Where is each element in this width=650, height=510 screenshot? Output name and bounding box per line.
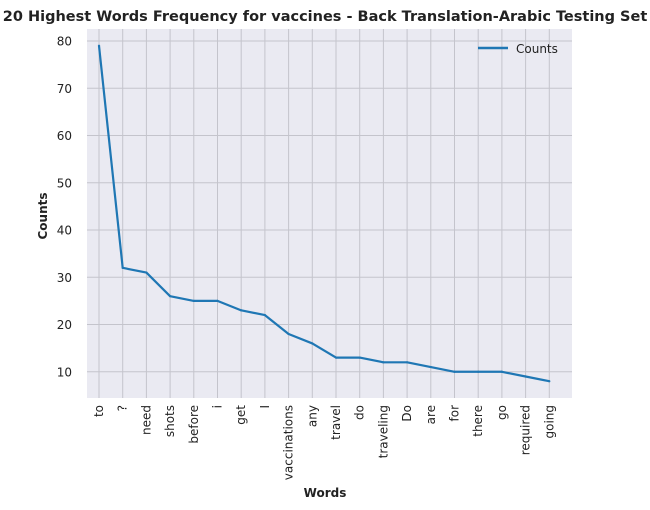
plot-area xyxy=(87,29,572,398)
x-tick-label: i xyxy=(211,405,225,408)
x-tick-label: before xyxy=(187,405,201,444)
y-tick-label: 40 xyxy=(57,224,72,238)
data-point xyxy=(287,332,290,336)
y-tick-label: 20 xyxy=(57,318,72,332)
data-points xyxy=(97,44,551,383)
x-tick-label: are xyxy=(424,405,438,424)
data-point xyxy=(145,271,148,274)
x-tick-label: do xyxy=(353,405,367,420)
y-axis-ticks: 10 20 30 40 50 60 70 80 xyxy=(57,35,72,380)
data-point xyxy=(311,342,314,345)
x-tick-label: for xyxy=(448,405,462,422)
data-point xyxy=(192,299,195,303)
y-tick-label: 80 xyxy=(57,35,72,49)
x-tick-label: need xyxy=(139,405,153,435)
data-point xyxy=(97,44,101,47)
legend: Counts xyxy=(478,42,558,56)
x-tick-label: shots xyxy=(163,405,177,437)
data-point xyxy=(477,370,480,373)
legend-label: Counts xyxy=(516,42,558,56)
x-tick-label: I xyxy=(258,405,272,409)
x-tick-label: ? xyxy=(116,405,130,411)
x-tick-label: going xyxy=(542,405,556,439)
x-axis-label: Words xyxy=(304,486,347,500)
series-line-counts xyxy=(97,45,550,383)
data-point xyxy=(121,266,124,269)
x-tick-label: traveling xyxy=(376,405,390,458)
data-point xyxy=(382,361,385,364)
x-tick-label: required xyxy=(519,405,533,455)
data-point xyxy=(406,361,409,364)
y-tick-label: 60 xyxy=(57,129,72,143)
x-tick-label: get xyxy=(234,405,248,425)
data-point xyxy=(263,313,266,317)
grid-lines xyxy=(87,29,572,398)
x-tick-label: to xyxy=(92,405,106,417)
data-point xyxy=(169,295,172,298)
data-point xyxy=(453,370,456,373)
x-tick-label: travel xyxy=(329,405,343,440)
y-tick-label: 50 xyxy=(57,176,72,190)
y-tick-label: 10 xyxy=(57,365,72,379)
x-tick-label: vaccinations xyxy=(282,405,296,480)
data-point xyxy=(216,299,219,303)
data-point xyxy=(358,356,361,359)
data-point xyxy=(334,356,338,359)
data-point xyxy=(500,370,503,373)
data-point xyxy=(429,365,432,369)
y-tick-label: 70 xyxy=(57,82,72,96)
x-tick-label: go xyxy=(495,405,509,420)
data-point xyxy=(548,380,551,383)
x-tick-label: there xyxy=(471,405,485,437)
data-point xyxy=(524,375,527,378)
chart-title: 20 Highest Words Frequency for vaccines … xyxy=(3,9,648,25)
y-axis-label: Counts xyxy=(36,192,50,239)
y-tick-label: 30 xyxy=(57,271,72,285)
x-tick-label: any xyxy=(305,405,319,427)
x-tick-label: Do xyxy=(400,405,414,422)
data-point xyxy=(240,309,243,312)
